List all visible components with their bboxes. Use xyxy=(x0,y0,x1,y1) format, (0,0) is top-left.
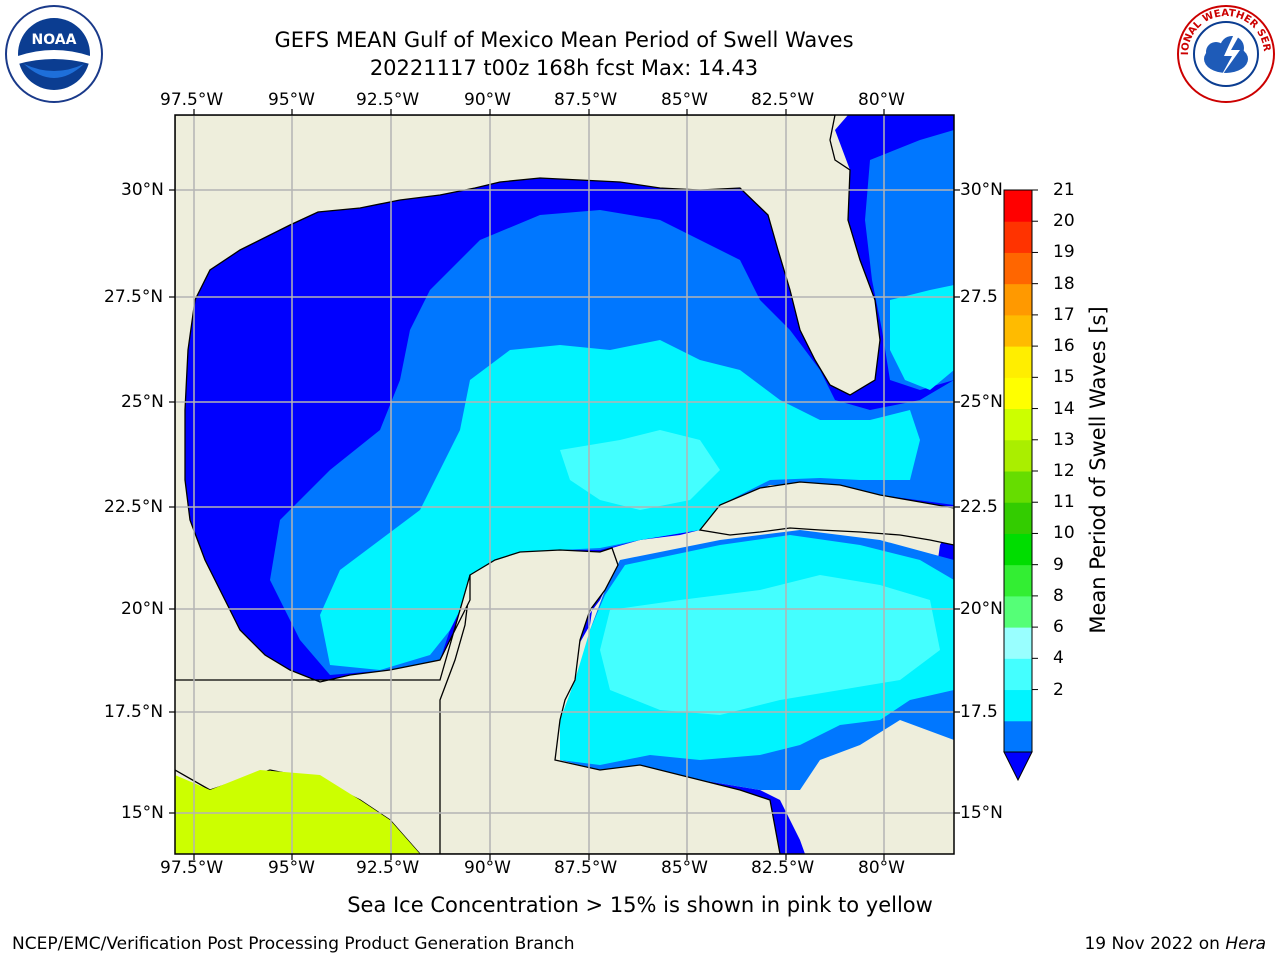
colorbar-tick-label: 4 xyxy=(1053,648,1064,669)
sea-ice-note: Sea Ice Concentration > 15% is shown in … xyxy=(347,893,933,917)
lon-label-top: 82.5°W xyxy=(751,90,815,110)
colorbar-tick-label: 19 xyxy=(1053,242,1075,263)
lon-label-bottom: 90°W xyxy=(464,858,511,878)
lon-label-top: 90°W xyxy=(464,90,511,110)
swell-band-4-6-east xyxy=(890,285,954,390)
colorbar-tick-label: 11 xyxy=(1053,492,1075,513)
chart-subtitle: 20221117 t00z 168h fcst Max: 14.43 xyxy=(369,56,759,80)
date-text: 19 Nov 2022 on xyxy=(1084,934,1226,954)
colorbar-tick-label: 20 xyxy=(1053,211,1075,232)
colorbar-tick-label: 16 xyxy=(1053,336,1075,357)
lon-label-top: 95°W xyxy=(268,90,315,110)
chart-title: GEFS MEAN Gulf of Mexico Mean Period of … xyxy=(274,28,854,52)
lon-label-top: 85°W xyxy=(661,90,708,110)
colorbar-tick-label: 13 xyxy=(1053,429,1075,450)
colorbar xyxy=(1003,189,1038,782)
map-frame xyxy=(174,114,955,855)
colorbar-segment xyxy=(1004,439,1032,472)
lon-label-top: 92.5°W xyxy=(356,90,420,110)
colorbar-segment xyxy=(1004,502,1032,534)
colorbar-tick-label: 18 xyxy=(1053,273,1075,294)
lon-label-bottom: 82.5°W xyxy=(751,858,815,878)
colorbar-extend-arrow xyxy=(1003,751,1033,782)
nws-logo-icon: NATIONAL WEATHER SERVICE xyxy=(1176,4,1275,103)
lat-label-left: 15°N xyxy=(121,803,164,823)
colorbar-segment xyxy=(1004,564,1032,597)
noaa-logo-icon: NOAA xyxy=(5,5,103,103)
lat-label-left: 22.5°N xyxy=(104,497,164,517)
host-name: Hera xyxy=(1225,934,1266,954)
colorbar-tick-label: 2 xyxy=(1053,679,1064,700)
lat-label-right: 27.5 xyxy=(960,287,998,307)
lat-label-left: 30°N xyxy=(121,180,164,200)
lat-label-left: 25°N xyxy=(121,392,164,412)
lat-label-right: 15°N xyxy=(960,803,1003,823)
colorbar-tick-label: 21 xyxy=(1053,180,1075,200)
colorbar-tick-label: 6 xyxy=(1053,617,1064,638)
lat-label-left: 27.5°N xyxy=(104,287,164,307)
generation-date: 19 Nov 2022 on Hera xyxy=(1084,934,1266,954)
colorbar-segment xyxy=(1004,283,1032,316)
lon-label-bottom: 87.5°W xyxy=(554,858,618,878)
lat-label-right: 22.5 xyxy=(960,497,998,517)
lat-label-right: 17.5 xyxy=(960,702,998,722)
lat-label-right: 30°N xyxy=(960,180,1003,200)
lon-label-bottom: 95°W xyxy=(268,858,315,878)
swell-band-6-8 xyxy=(560,430,720,510)
credit-line: NCEP/EMC/Verification Post Processing Pr… xyxy=(12,934,575,954)
us-coast-land xyxy=(175,115,881,683)
colorbar-segment xyxy=(1004,627,1032,659)
map-area xyxy=(175,115,954,854)
colorbar-segment xyxy=(1004,190,1032,222)
colorbar-tick-label: 8 xyxy=(1053,585,1064,606)
ice-region xyxy=(175,770,420,854)
lat-label-left: 20°N xyxy=(121,599,164,619)
lon-label-top: 87.5°W xyxy=(554,90,618,110)
colorbar-tick-label: 12 xyxy=(1053,461,1075,481)
colorbar-segment xyxy=(1004,252,1032,285)
colorbar-tick-label: 10 xyxy=(1053,523,1075,544)
colorbar-segment xyxy=(1004,377,1032,410)
lat-label-right: 25°N xyxy=(960,392,1003,412)
lon-label-bottom: 80°W xyxy=(858,858,905,878)
yucatan-land xyxy=(175,547,781,854)
colorbar-tick-label: 14 xyxy=(1053,398,1075,419)
colorbar-segment xyxy=(1004,346,1032,378)
swell-band-6-8-carib xyxy=(600,575,940,715)
colorbar-segment xyxy=(1004,533,1032,566)
lon-label-bottom: 97.5°W xyxy=(160,858,224,878)
lat-label-right: 20°N xyxy=(960,599,1003,619)
colorbar-tick-label: 9 xyxy=(1053,554,1064,575)
colorbar-segment xyxy=(1004,314,1032,347)
colorbar-segment xyxy=(1004,408,1032,441)
lat-label-left: 17.5°N xyxy=(104,702,164,722)
colorbar-label: Mean Period of Swell Waves [s] xyxy=(1086,306,1110,634)
colorbar-segment xyxy=(1004,221,1032,253)
lon-label-bottom: 92.5°W xyxy=(356,858,420,878)
colorbar-tick-label: 15 xyxy=(1053,367,1075,388)
noaa-logo-text: NOAA xyxy=(32,32,77,48)
colorbar-segment xyxy=(1004,689,1032,722)
colorbar-segment xyxy=(1004,471,1032,503)
lon-label-top: 80°W xyxy=(858,90,905,110)
tick-marks xyxy=(169,109,960,860)
colorbar-tick-label: 17 xyxy=(1053,304,1075,325)
colorbar-segment xyxy=(1004,720,1032,753)
lon-label-bottom: 85°W xyxy=(661,858,708,878)
grid-lines xyxy=(175,115,954,854)
lon-label-top: 97.5°W xyxy=(160,90,224,110)
colorbar-segment xyxy=(1004,658,1032,691)
colorbar-segment xyxy=(1004,595,1032,628)
